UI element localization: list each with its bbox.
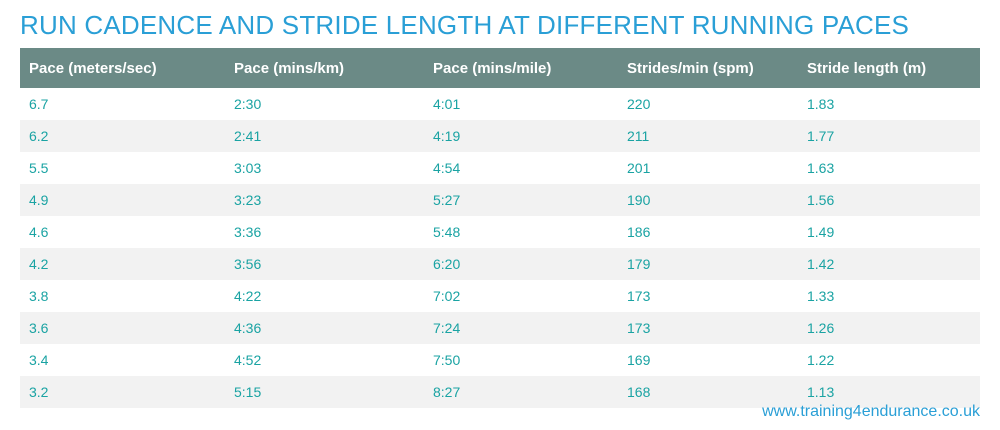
table-cell: 6.7 <box>29 96 49 112</box>
table-cell: 173 <box>627 288 651 304</box>
data-table-container: Pace (meters/sec) Pace (mins/km) Pace (min… <box>20 48 980 408</box>
table-row: 6.2 2:41 4:19 211 1.77 <box>20 120 980 152</box>
table-cell: 1.77 <box>807 128 835 144</box>
table-cell: 1.33 <box>807 288 835 304</box>
table-cell: 186 <box>627 224 651 240</box>
table-cell: 8:27 <box>433 384 461 400</box>
table-cell: 1.42 <box>807 256 835 272</box>
table-cell: 1.63 <box>807 160 835 176</box>
table-cell: 3:03 <box>234 160 262 176</box>
table-cell: 3:36 <box>234 224 262 240</box>
table-cell: 4:01 <box>433 96 461 112</box>
table-row: 3.6 4:36 7:24 173 1.26 <box>20 312 980 344</box>
table-body: 6.7 2:30 4:01 220 1.83 6.2 2:41 4:19 211 1.77 5.5 3… <box>20 88 980 408</box>
table-cell: 3:56 <box>234 256 262 272</box>
table-cell: 3.6 <box>29 320 49 336</box>
table-cell: 1.22 <box>807 352 835 368</box>
table-cell: 4.9 <box>29 192 49 208</box>
table-cell: 7:50 <box>433 352 461 368</box>
table-cell: 7:02 <box>433 288 461 304</box>
source-url: www.training4endurance.co.uk <box>762 403 980 420</box>
table-cell: 1.49 <box>807 224 835 240</box>
column-header: Stride length (m) <box>807 59 927 77</box>
table-row: 6.7 2:30 4:01 220 1.83 <box>20 88 980 120</box>
table-header-row: Pace (meters/sec) Pace (mins/km) Pace (min… <box>20 48 980 88</box>
column-header: Pace (meters/sec) <box>29 59 157 77</box>
table-cell: 4:36 <box>234 320 262 336</box>
table-cell: 7:24 <box>433 320 461 336</box>
column-header: Strides/min (spm) <box>627 59 754 77</box>
table-row: 3.8 4:22 7:02 173 1.33 <box>20 280 980 312</box>
table-cell: 5:48 <box>433 224 461 240</box>
table-row: 3.4 4:52 7:50 169 1.22 <box>20 344 980 376</box>
table-cell: 179 <box>627 256 651 272</box>
table-cell: 3.4 <box>29 352 49 368</box>
chart-title: RUN CADENCE AND STRIDE LENGTH AT DIFFERE… <box>20 10 910 40</box>
table-cell: 168 <box>627 384 651 400</box>
table-cell: 3.8 <box>29 288 49 304</box>
table-cell: 2:41 <box>234 128 262 144</box>
table-cell: 5.5 <box>29 160 49 176</box>
table-cell: 4:22 <box>234 288 262 304</box>
table-cell: 201 <box>627 160 651 176</box>
table-row: 5.5 3:03 4:54 201 1.63 <box>20 152 980 184</box>
table-cell: 4.2 <box>29 256 49 272</box>
table-cell: 3:23 <box>234 192 262 208</box>
table-cell: 1.13 <box>807 384 835 400</box>
table-cell: 169 <box>627 352 651 368</box>
table-cell: 6:20 <box>433 256 461 272</box>
table-row: 4.9 3:23 5:27 190 1.56 <box>20 184 980 216</box>
table-cell: 1.83 <box>807 96 835 112</box>
table-cell: 5:15 <box>234 384 262 400</box>
table-cell: 220 <box>627 96 651 112</box>
table-cell: 1.56 <box>807 192 835 208</box>
column-header: Pace (mins/km) <box>234 59 345 77</box>
table-cell: 6.2 <box>29 128 49 144</box>
table-row: 4.6 3:36 5:48 186 1.49 <box>20 216 980 248</box>
table-cell: 3.2 <box>29 384 49 400</box>
table-cell: 173 <box>627 320 651 336</box>
table-row: 3.2 5:15 8:27 168 1.13 <box>20 376 980 408</box>
table-cell: 190 <box>627 192 651 208</box>
table-cell: 4:54 <box>433 160 461 176</box>
table-cell: 5:27 <box>433 192 461 208</box>
table-cell: 2:30 <box>234 96 262 112</box>
table-cell: 4:19 <box>433 128 461 144</box>
table-row: 4.2 3:56 6:20 179 1.42 <box>20 248 980 280</box>
pace-cadence-table: Pace (meters/sec) Pace (mins/km) Pace (min… <box>20 48 980 408</box>
table-cell: 211 <box>627 128 650 144</box>
table-cell: 1.26 <box>807 320 835 336</box>
column-header: Pace (mins/mile) <box>433 59 552 77</box>
table-cell: 4.6 <box>29 224 49 240</box>
table-cell: 4:52 <box>234 352 262 368</box>
